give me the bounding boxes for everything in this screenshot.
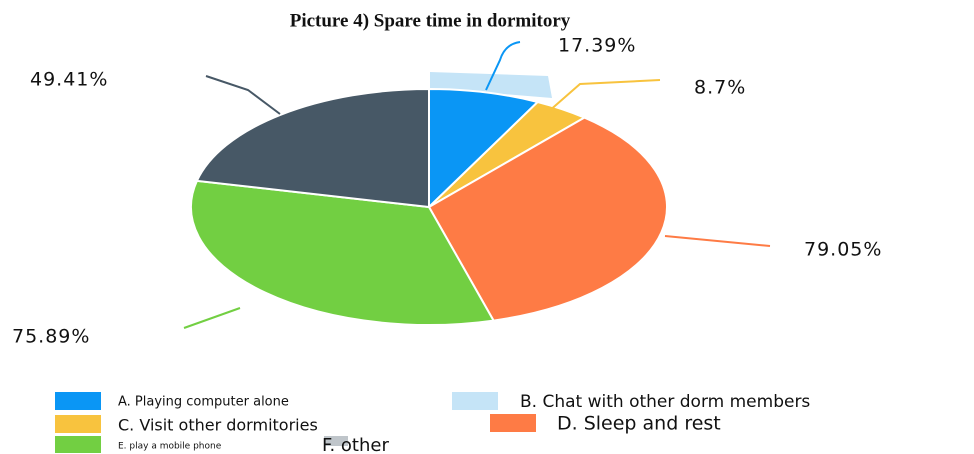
legend-swatch xyxy=(324,436,348,446)
value-label: 75.89% xyxy=(12,326,90,348)
value-label: 79.05% xyxy=(804,239,882,261)
legend-label: F. other xyxy=(322,435,389,454)
legend-label: E. play a mobile phone xyxy=(118,442,222,452)
value-label: 17.39% xyxy=(558,35,636,57)
value-label: 8.7% xyxy=(694,77,746,99)
pie-slice xyxy=(195,87,430,209)
leader-line xyxy=(205,75,281,115)
legend-label: A. Playing computer alone xyxy=(118,395,289,410)
leader-line xyxy=(485,41,521,91)
legend-label: C. Visit other dormitories xyxy=(118,416,318,435)
pie-slice xyxy=(190,179,496,326)
legend-swatch xyxy=(490,414,536,432)
leader-line xyxy=(183,307,241,329)
legend-swatch xyxy=(55,415,101,433)
legend-swatch xyxy=(55,392,101,410)
legend-swatch xyxy=(55,436,101,453)
exploded-wedge xyxy=(430,72,552,98)
pie-slice xyxy=(428,87,540,210)
value-label: 49.41% xyxy=(30,69,108,91)
legend-swatch xyxy=(452,392,498,410)
leader-line xyxy=(547,79,661,113)
chart-title: Picture 4) Spare time in dormitory xyxy=(290,10,571,31)
pie-slice xyxy=(427,116,668,322)
legend-label: D. Sleep and rest xyxy=(557,413,721,435)
legend-label: B. Chat with other dorm members xyxy=(520,392,810,412)
leader-line xyxy=(664,235,771,247)
